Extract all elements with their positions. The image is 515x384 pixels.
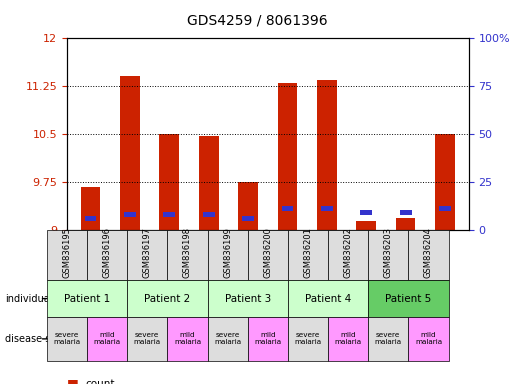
Bar (317, 80, 337, 230)
Text: mild
malaria: mild malaria (254, 333, 281, 345)
Text: GSM836202: GSM836202 (344, 228, 353, 278)
Bar (199, 136, 218, 230)
Bar (360, 210, 372, 215)
Text: mild
malaria: mild malaria (94, 333, 121, 345)
Text: severe
malaria: severe malaria (54, 333, 80, 345)
Text: GSM836197: GSM836197 (143, 227, 152, 278)
Text: ■: ■ (67, 377, 79, 384)
Text: disease state: disease state (5, 334, 70, 344)
Text: severe
malaria: severe malaria (134, 333, 161, 345)
Text: Patient 3: Patient 3 (225, 293, 271, 304)
Bar (278, 83, 297, 230)
Text: mild
malaria: mild malaria (174, 333, 201, 345)
Bar (238, 182, 258, 230)
Text: Patient 4: Patient 4 (305, 293, 351, 304)
Bar (400, 210, 411, 215)
Bar (81, 187, 100, 230)
Text: GSM836196: GSM836196 (102, 227, 112, 278)
Bar (435, 134, 455, 230)
Bar (321, 207, 333, 211)
Text: severe
malaria: severe malaria (375, 333, 402, 345)
Text: GSM836201: GSM836201 (303, 228, 313, 278)
Text: GSM836204: GSM836204 (424, 228, 433, 278)
Text: GDS4259 / 8061396: GDS4259 / 8061396 (187, 13, 328, 27)
Bar (282, 207, 294, 211)
Bar (84, 216, 96, 221)
Text: GSM836199: GSM836199 (223, 228, 232, 278)
Text: GSM836200: GSM836200 (263, 228, 272, 278)
Bar (163, 212, 175, 217)
Text: Patient 2: Patient 2 (144, 293, 191, 304)
Bar (242, 216, 254, 221)
Text: GSM836198: GSM836198 (183, 227, 192, 278)
Bar (439, 207, 451, 211)
Text: Patient 5: Patient 5 (385, 293, 432, 304)
Text: individual: individual (5, 293, 53, 304)
Text: GSM836203: GSM836203 (384, 227, 393, 278)
Text: count: count (85, 379, 114, 384)
Bar (120, 76, 140, 230)
Text: Patient 1: Patient 1 (64, 293, 110, 304)
Text: mild
malaria: mild malaria (335, 333, 362, 345)
Bar (356, 221, 376, 230)
Text: severe
malaria: severe malaria (214, 333, 241, 345)
Bar (396, 218, 416, 230)
Bar (160, 134, 179, 230)
Text: severe
malaria: severe malaria (295, 333, 321, 345)
Text: mild
malaria: mild malaria (415, 333, 442, 345)
Bar (124, 212, 136, 217)
Bar (203, 212, 215, 217)
Text: GSM836195: GSM836195 (62, 228, 72, 278)
